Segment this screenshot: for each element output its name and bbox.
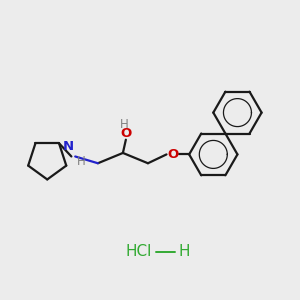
Text: O: O bbox=[120, 127, 131, 140]
Text: O: O bbox=[167, 148, 178, 161]
Text: HCl: HCl bbox=[126, 244, 152, 259]
Text: H: H bbox=[178, 244, 190, 259]
Text: N: N bbox=[63, 140, 74, 153]
Text: H: H bbox=[77, 155, 85, 168]
Text: H: H bbox=[120, 118, 129, 131]
